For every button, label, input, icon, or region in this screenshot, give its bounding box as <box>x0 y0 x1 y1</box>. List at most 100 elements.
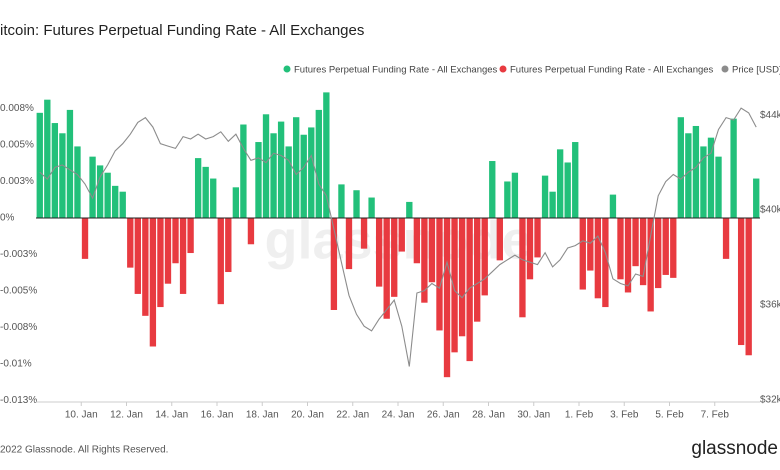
bar <box>293 117 300 218</box>
bar <box>66 109 74 218</box>
bar <box>692 125 700 218</box>
x-tick-label: 24. Jan <box>382 410 415 421</box>
y-tick-label: 0% <box>0 213 15 224</box>
bar <box>127 217 134 268</box>
price-line <box>39 107 757 367</box>
bar <box>481 217 488 296</box>
y2-tick-label: $40k <box>760 205 780 216</box>
legend-label: Futures Perpetual Funding Rate - All Exc… <box>510 65 714 76</box>
legend-marker <box>721 65 729 73</box>
bar <box>112 185 119 218</box>
bar <box>624 217 632 293</box>
bar <box>564 162 571 218</box>
bar <box>594 217 602 299</box>
bar <box>360 217 368 249</box>
bar <box>217 217 224 305</box>
footer: 2022 Glassnode. All Rights Reserved. <box>0 445 168 456</box>
bar <box>715 156 722 218</box>
bar <box>451 217 458 353</box>
x-tick-label: 22. Jan <box>336 410 369 421</box>
y-tick-label: -0.013% <box>0 395 37 406</box>
bar <box>187 217 194 254</box>
bar <box>572 142 579 218</box>
y-tick-label: -0.005% <box>0 286 37 297</box>
bar <box>526 217 534 280</box>
bar <box>179 217 187 294</box>
bar <box>157 217 164 308</box>
bar <box>194 158 202 218</box>
bar <box>323 92 330 218</box>
bar <box>149 217 157 347</box>
bar <box>285 146 292 218</box>
bar <box>81 217 89 259</box>
chart-title: itcoin: Futures Perpetual Funding Rate -… <box>0 22 364 39</box>
bar <box>428 217 436 283</box>
bar <box>277 121 285 218</box>
watermark: glassnode <box>264 210 531 270</box>
bar <box>300 134 307 218</box>
bar <box>737 217 745 346</box>
bar <box>466 217 473 362</box>
bar <box>44 99 51 218</box>
bar <box>602 217 609 308</box>
bar <box>677 117 684 218</box>
bar <box>541 175 549 218</box>
bar <box>368 197 375 218</box>
bar <box>338 184 345 218</box>
bar <box>172 217 179 264</box>
bar <box>722 217 730 259</box>
x-tick-label: 3. Feb <box>610 410 639 421</box>
x-tick-label: 12. Jan <box>110 410 143 421</box>
bar <box>119 191 126 218</box>
bar <box>707 137 715 218</box>
bar <box>421 217 428 303</box>
bar <box>96 165 104 218</box>
bar <box>753 178 760 218</box>
bar <box>210 178 217 218</box>
bar <box>662 217 669 275</box>
legend-marker <box>499 65 507 73</box>
bar <box>240 124 247 218</box>
bar <box>406 201 413 218</box>
bar <box>436 217 443 331</box>
bar <box>443 217 451 378</box>
bar <box>609 194 617 218</box>
bar <box>59 133 66 218</box>
bar <box>549 191 556 218</box>
bar <box>617 217 624 280</box>
bar <box>232 187 240 218</box>
bar <box>504 181 511 218</box>
bar <box>202 166 209 218</box>
x-tick-label: 30. Jan <box>517 410 550 421</box>
bar <box>308 127 315 218</box>
x-tick-label: 16. Jan <box>201 410 234 421</box>
bar <box>383 217 390 319</box>
x-tick-label: 26. Jan <box>427 410 460 421</box>
x-tick-label: 18. Jan <box>246 410 279 421</box>
bar <box>142 217 149 316</box>
bar <box>345 217 353 270</box>
x-tick-label: 20. Jan <box>291 410 324 421</box>
bar <box>391 217 398 297</box>
bar <box>730 118 737 218</box>
bar <box>104 172 111 218</box>
bar <box>398 217 405 252</box>
y-tick-label: -0.01% <box>0 359 32 370</box>
y2-tick-label: $32k <box>760 394 780 405</box>
y-tick-label: 0.008% <box>0 103 34 114</box>
bar <box>330 217 338 310</box>
y-tick-label: 0.005% <box>0 140 34 151</box>
x-tick-label: 10. Jan <box>65 410 98 421</box>
bar <box>639 217 647 286</box>
y2-tick-label: $36k <box>760 299 780 310</box>
bar <box>745 217 752 356</box>
bar <box>270 133 277 218</box>
x-tick-label: 7. Feb <box>701 410 730 421</box>
logo: glassnode <box>691 438 778 459</box>
bar <box>519 217 526 318</box>
bar <box>74 146 81 218</box>
bar <box>225 217 232 273</box>
bar <box>315 109 322 218</box>
